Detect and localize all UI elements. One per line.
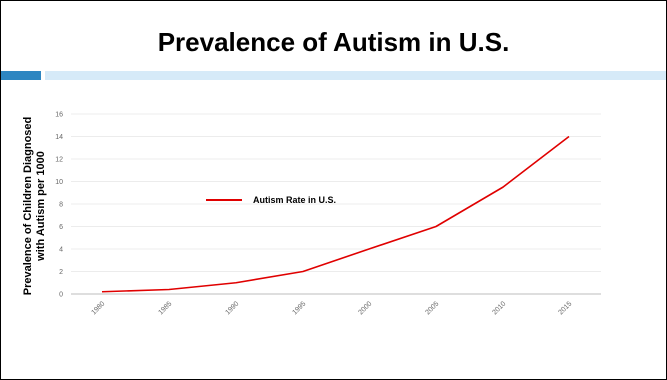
grid-lines — [71, 113, 601, 295]
accent-bar-dark — [1, 71, 41, 80]
y-tick-label: 14 — [55, 134, 63, 141]
legend: Autism Rate in U.S. — [206, 195, 336, 205]
y-tick-label: 8 — [59, 202, 63, 209]
series-line-0 — [101, 135, 570, 293]
x-tick-label: 1990 — [224, 300, 240, 316]
legend-label: Autism Rate in U.S. — [253, 195, 336, 205]
series-lines — [101, 135, 570, 293]
x-tick-label: 1980 — [90, 300, 106, 316]
y-axis-title-line-2: with Autism per 1000 — [35, 151, 47, 262]
y-axis-title-line-1: Prevalence of Children Diagnosed — [22, 117, 34, 296]
x-tick-label: 2005 — [424, 300, 440, 316]
y-tick-label: 6 — [59, 224, 63, 231]
x-tick-labels: 1980 1985 1990 1995 2000 2005 2010 2015 — [90, 300, 573, 316]
y-tick-label: 2 — [59, 269, 63, 276]
y-tick-label: 4 — [59, 247, 63, 254]
x-tick-label: 1995 — [291, 300, 307, 316]
slide-title: Prevalence of Autism in U.S. — [157, 27, 510, 57]
x-tick-label: 2015 — [557, 300, 573, 316]
y-tick-label: 0 — [59, 292, 63, 299]
x-tick-label: 2000 — [357, 300, 373, 316]
x-tick-label: 1985 — [157, 300, 173, 316]
y-tick-labels: 0 2 4 6 8 10 12 14 16 — [55, 112, 63, 299]
y-axis-title: Prevalence of Children Diagnosed with Au… — [22, 117, 47, 296]
y-tick-label: 12 — [55, 157, 63, 164]
x-tick-label: 2010 — [491, 300, 507, 316]
y-tick-label: 10 — [55, 179, 63, 186]
accent-bar-light — [45, 71, 666, 80]
y-tick-label: 16 — [55, 112, 63, 119]
